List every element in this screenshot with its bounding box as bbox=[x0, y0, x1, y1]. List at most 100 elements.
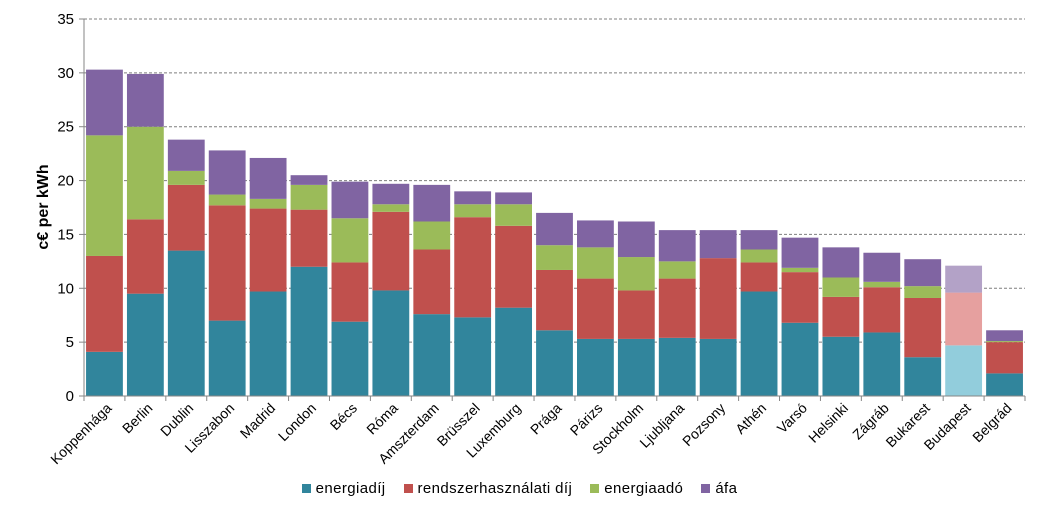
y-tick-label: 20 bbox=[57, 173, 74, 190]
bar-segment bbox=[495, 192, 532, 205]
bar-segment bbox=[740, 230, 778, 250]
bar-segment bbox=[536, 245, 573, 270]
x-tick-label: Varsó bbox=[774, 400, 811, 437]
bar-segment bbox=[699, 338, 737, 396]
bar-segment bbox=[617, 290, 655, 339]
legend-item: rendszerhasználati díj bbox=[403, 480, 573, 497]
bar-segment bbox=[413, 314, 451, 396]
bar-segment bbox=[822, 296, 860, 337]
bar-segment bbox=[86, 255, 123, 352]
bar-segment bbox=[126, 219, 164, 294]
bar-segment bbox=[863, 252, 901, 282]
bar-segment bbox=[331, 181, 369, 219]
legend-item: áfa bbox=[701, 480, 737, 497]
bar-segment bbox=[86, 69, 123, 136]
x-tick-label: Madrid bbox=[237, 400, 279, 442]
bar-segment bbox=[290, 209, 328, 267]
bar-segment bbox=[372, 183, 410, 205]
bar-segment bbox=[904, 357, 942, 396]
bar-segment bbox=[249, 291, 287, 396]
bar-segment bbox=[167, 139, 205, 171]
bar-segment bbox=[577, 247, 614, 279]
bar-segment bbox=[372, 211, 410, 291]
bar-segment bbox=[208, 150, 246, 195]
bar-segment bbox=[536, 330, 573, 396]
bar-segment bbox=[658, 337, 696, 396]
bar-segment bbox=[86, 351, 123, 396]
y-tick-labels: 0 5 10 15 20 25 30 35 bbox=[57, 11, 74, 405]
bar-segment bbox=[577, 338, 614, 396]
bar-segment bbox=[290, 266, 328, 396]
bar-segment bbox=[126, 73, 164, 127]
bar-segment bbox=[167, 250, 205, 396]
bar-segment bbox=[945, 345, 983, 396]
x-tick-label: Helsinki bbox=[805, 400, 851, 446]
bar-segment bbox=[454, 217, 492, 318]
bar-segment bbox=[372, 290, 410, 396]
bar-segment bbox=[617, 221, 655, 258]
bar-segment bbox=[249, 208, 287, 292]
bar-segment bbox=[986, 373, 1023, 396]
x-tick-label: Belgrád bbox=[969, 400, 1014, 445]
bar-segment bbox=[208, 320, 246, 396]
bar-segment bbox=[781, 322, 819, 396]
bar-segment bbox=[290, 184, 328, 210]
bar-segment bbox=[986, 342, 1023, 374]
bar-segment bbox=[986, 341, 1023, 343]
bars bbox=[86, 69, 1023, 396]
bar-segment bbox=[249, 157, 287, 199]
bar-segment bbox=[413, 184, 451, 222]
bar-segment bbox=[413, 221, 451, 250]
bar-segment bbox=[617, 338, 655, 396]
bar-segment bbox=[331, 321, 369, 396]
bar-segment bbox=[658, 278, 696, 338]
legend-swatch bbox=[590, 484, 600, 493]
bar-segment bbox=[617, 257, 655, 291]
bar-segment bbox=[822, 277, 860, 297]
x-tick-label: London bbox=[275, 400, 319, 444]
bar-segment bbox=[699, 230, 737, 259]
bar-segment bbox=[454, 317, 492, 396]
bar-segment bbox=[495, 204, 532, 226]
bar-segment bbox=[822, 247, 860, 278]
bar-segment bbox=[904, 286, 942, 298]
bar-segment bbox=[454, 204, 492, 218]
bar-segment bbox=[781, 272, 819, 323]
bar-segment bbox=[167, 170, 205, 185]
x-tick-label: Dublin bbox=[157, 400, 196, 439]
bar-segment bbox=[126, 293, 164, 396]
bar-segment bbox=[495, 307, 532, 396]
bar-segment bbox=[658, 230, 696, 262]
axes bbox=[79, 18, 1026, 401]
x-tick-label: Athén bbox=[732, 400, 769, 437]
x-tick-label: Róma bbox=[363, 400, 401, 438]
x-tick-label: Berlin bbox=[119, 400, 156, 437]
legend-swatch bbox=[403, 484, 413, 493]
legend-label: energiaadó bbox=[604, 480, 684, 497]
bar-segment bbox=[577, 220, 614, 248]
legend-label: energiadíj bbox=[315, 480, 386, 497]
x-tick-label: Bécs bbox=[327, 400, 360, 433]
legend-item: energiadíj bbox=[301, 480, 386, 497]
bar-segment bbox=[249, 198, 287, 209]
bar-segment bbox=[290, 175, 328, 185]
y-tick-label: 25 bbox=[57, 119, 74, 136]
legend-label: áfa bbox=[715, 480, 738, 497]
y-tick-label: 30 bbox=[57, 65, 74, 82]
bar-segment bbox=[740, 291, 778, 396]
bar-segment bbox=[577, 278, 614, 339]
bar-segment bbox=[167, 184, 205, 251]
bar-segment bbox=[740, 249, 778, 263]
bar-segment bbox=[331, 218, 369, 263]
y-tick-label: 15 bbox=[57, 226, 74, 243]
bar-segment bbox=[331, 262, 369, 322]
y-axis-title: c€ per kWh bbox=[35, 164, 52, 249]
bar-segment bbox=[413, 249, 451, 315]
bar-segment bbox=[658, 261, 696, 279]
bar-segment bbox=[781, 267, 819, 273]
x-tick-label: Pozsony bbox=[679, 400, 728, 449]
stacked-bar-chart: 0 5 10 15 20 25 30 35 Koppenhága Berlin DublinLis… bbox=[35, 11, 1026, 468]
bar-segment bbox=[454, 191, 492, 205]
bar-segment bbox=[904, 297, 942, 358]
